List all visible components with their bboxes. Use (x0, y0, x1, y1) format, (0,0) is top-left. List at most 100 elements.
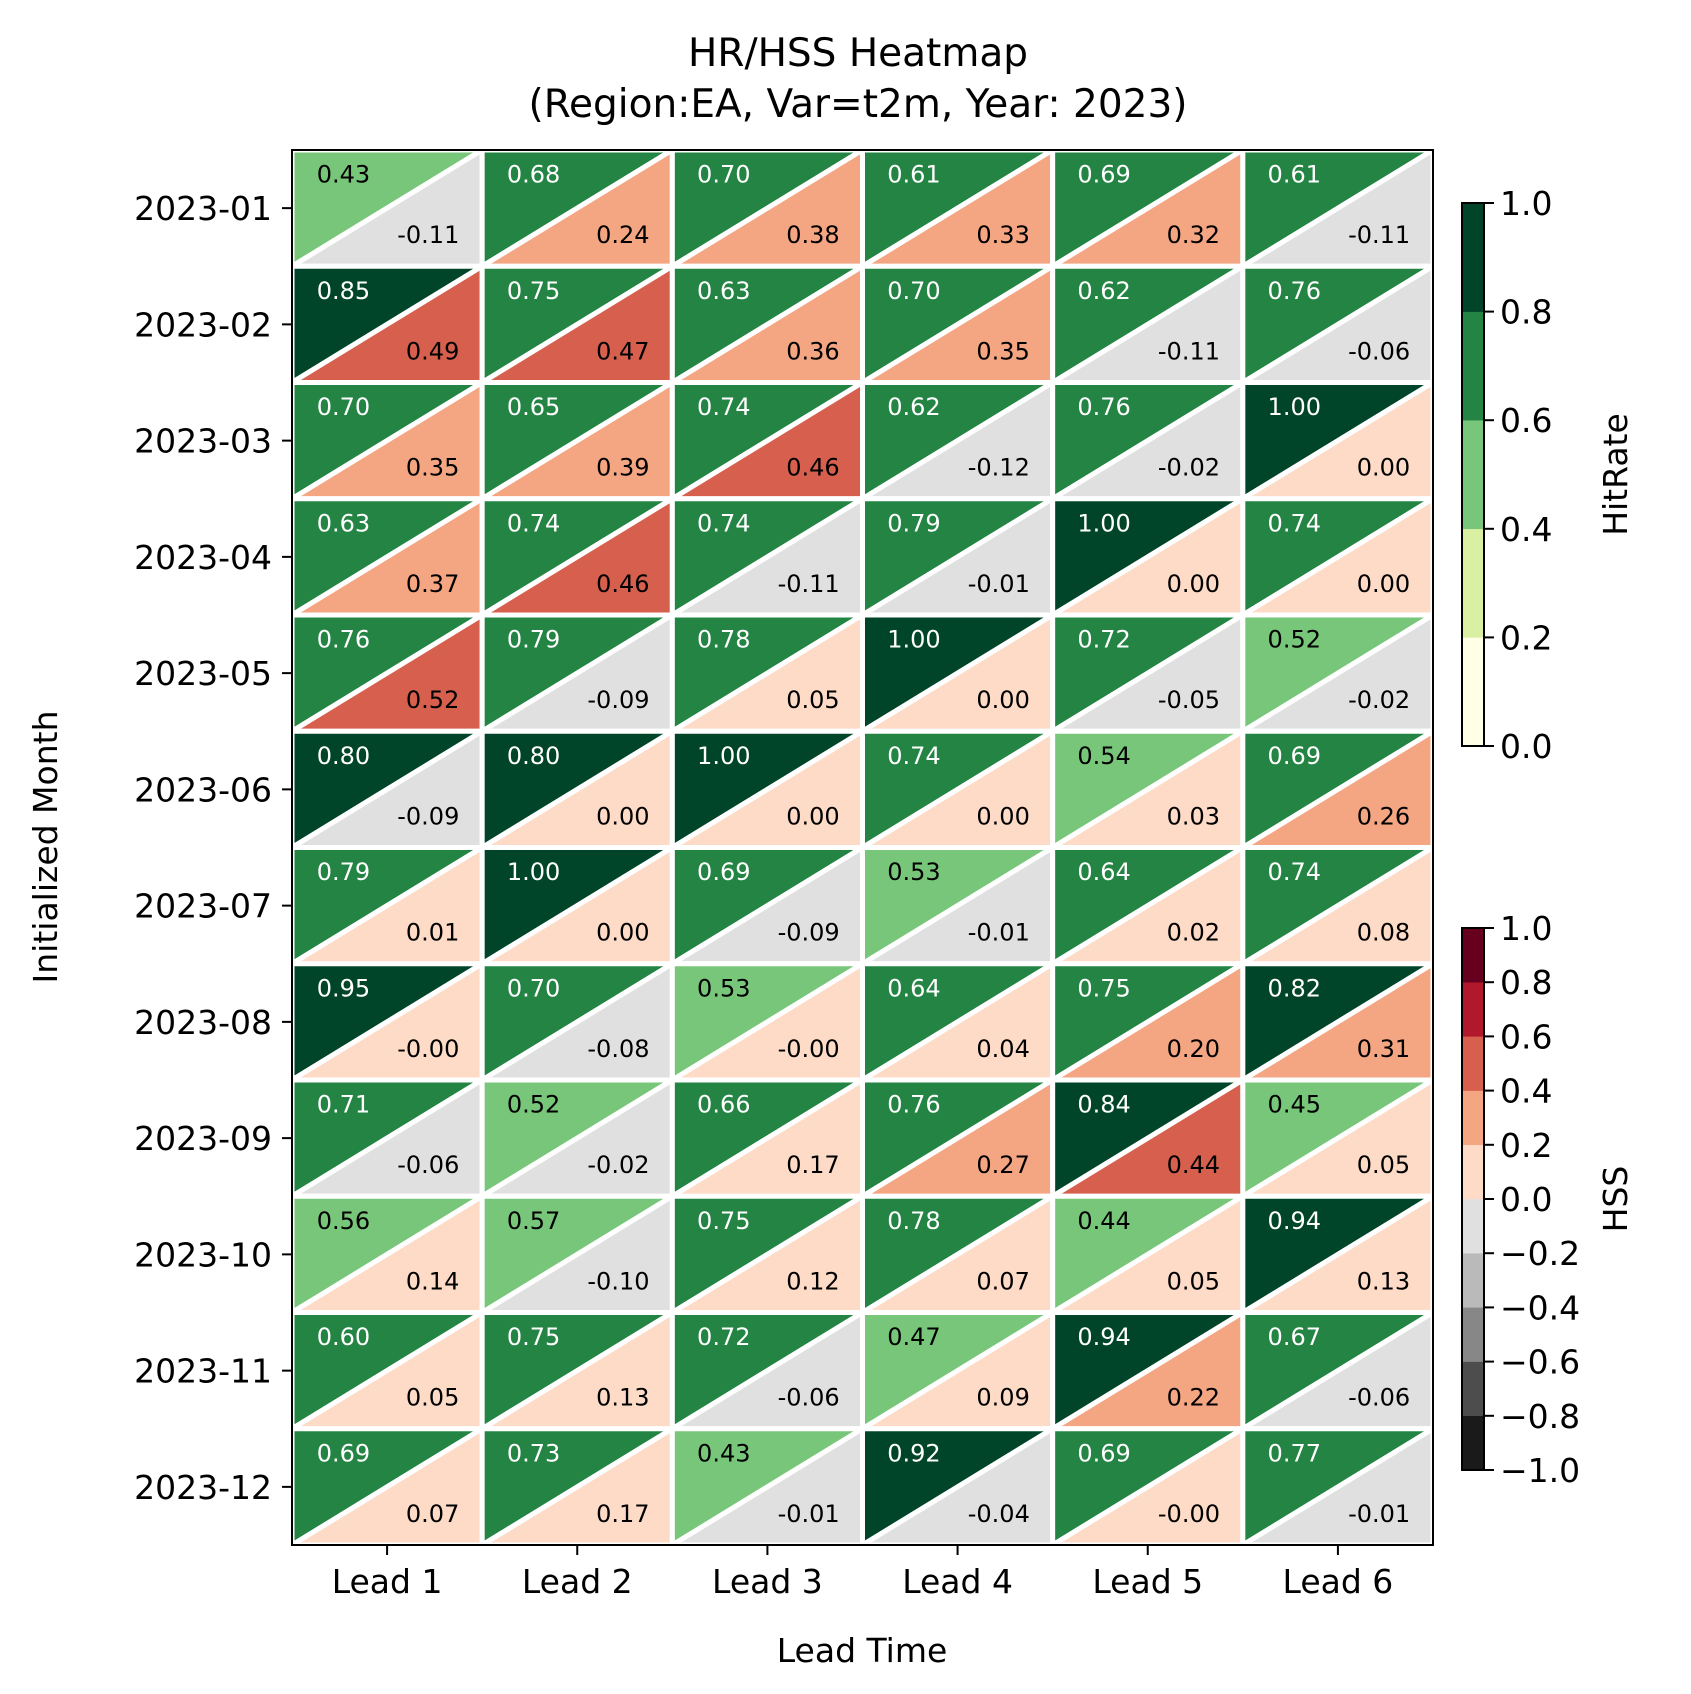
colorbar-tick-label: 0.4 (1500, 1072, 1552, 1111)
y-tick-label: 2023-10 (134, 1235, 272, 1274)
heatmap-cell: 0.94 0.13 (1233, 1191, 1442, 1317)
colorbar-bin (1461, 1198, 1485, 1254)
heatmap-cell: 0.76 0.52 (283, 610, 492, 736)
hss-value-label: 0.12 (786, 1267, 839, 1295)
hss-value-label: 0.00 (596, 802, 649, 830)
heatmap-cell: 0.64 0.04 (853, 959, 1062, 1085)
colorbar-tick-label: 0.2 (1500, 618, 1552, 657)
plot-frame (291, 149, 1434, 1546)
heatmap-cell: 0.53 -0.01 (853, 843, 1062, 969)
colorbar-tick-label: 0.8 (1500, 293, 1552, 332)
y-axis-label: Initialized Month (26, 711, 65, 984)
hitrate-value-label: 0.76 (1268, 277, 1321, 305)
hitrate-value-label: 1.00 (1077, 509, 1130, 537)
heatmap-cell: 0.85 0.49 (283, 261, 492, 387)
hss-value-label: -0.02 (587, 1151, 649, 1179)
hitrate-value-label: 0.80 (317, 742, 370, 770)
hss-value-label: 0.27 (976, 1151, 1029, 1179)
hitrate-value-label: 1.00 (1268, 393, 1321, 421)
hss-value-label: 0.00 (976, 802, 1029, 830)
colorbar-tick-label: 0.6 (1500, 401, 1552, 440)
hss-value-label: -0.01 (968, 570, 1030, 598)
heatmap-cell: 0.84 0.44 (1043, 1075, 1252, 1201)
hitrate-value-label: 0.69 (1077, 161, 1130, 189)
colorbar-bin (1461, 1252, 1485, 1308)
hitrate-value-label: 0.67 (1268, 1323, 1321, 1351)
hss-value-label: -0.00 (778, 1035, 840, 1063)
hss-value-label: -0.09 (587, 686, 649, 714)
hss-value-label: -0.00 (397, 1035, 459, 1063)
hss-value-label: 0.47 (596, 337, 649, 365)
hitrate-value-label: 0.74 (697, 509, 750, 537)
hitrate-value-label: 0.52 (1268, 626, 1321, 654)
heatmap-cell: 0.94 0.22 (1043, 1308, 1252, 1434)
hss-value-label: 0.26 (1357, 802, 1410, 830)
hss-value-label: -0.10 (587, 1267, 649, 1295)
heatmap-cell: 0.70 0.38 (663, 145, 872, 271)
heatmap-cell: 0.82 0.31 (1233, 959, 1442, 1085)
hss-value-label: 0.05 (406, 1384, 459, 1412)
heatmap-cell: 0.69 0.26 (1233, 726, 1442, 852)
x-tick-label: Lead 4 (902, 1562, 1013, 1601)
y-axis-ticks: 2023-01 2023-02 2023-03 2023-04 2023-05 2023-… (134, 189, 292, 1507)
hss-value-label: -0.04 (968, 1500, 1030, 1528)
colorbar-bin (1461, 1036, 1485, 1091)
hitrate-value-label: 0.80 (507, 742, 560, 770)
hss-value-label: 0.33 (976, 221, 1029, 249)
heatmap-cell: 0.73 0.17 (473, 1424, 682, 1550)
hitrate-value-label: 0.70 (507, 974, 560, 1002)
hitrate-value-label: 0.63 (697, 277, 750, 305)
hss-value-label: 0.35 (976, 337, 1029, 365)
hss-value-label: 0.00 (596, 919, 649, 947)
heatmap-cell: 0.43 -0.01 (663, 1424, 872, 1550)
hss-value-label: -0.05 (1158, 686, 1220, 714)
heatmap-cell: 0.52 -0.02 (473, 1075, 682, 1201)
heatmap-cell: 0.75 0.20 (1043, 959, 1252, 1085)
hss-value-label: 0.52 (406, 686, 459, 714)
hss-value-label: 0.49 (406, 337, 459, 365)
hss-value-label: -0.06 (1348, 1384, 1410, 1412)
heatmap-cell: 0.72 -0.06 (663, 1308, 872, 1434)
x-tick-label: Lead 6 (1283, 1562, 1394, 1601)
hitrate-value-label: 0.72 (1077, 626, 1130, 654)
hitrate-value-label: 0.84 (1077, 1091, 1130, 1119)
heatmap-cell: 0.80 -0.09 (283, 726, 492, 852)
colorbar-tick-label: 1.0 (1500, 909, 1552, 948)
heatmap-cell: 0.74 0.46 (663, 378, 872, 504)
hss-value-label: 0.37 (406, 570, 459, 598)
y-tick-label: 2023-11 (134, 1352, 272, 1391)
hitrate-value-label: 0.44 (1077, 1207, 1130, 1235)
y-tick-label: 2023-05 (134, 654, 272, 693)
hitrate-value-label: 1.00 (507, 858, 560, 886)
heatmap-cell: 0.63 0.37 (283, 494, 492, 620)
hss-value-label: 0.00 (1167, 570, 1220, 598)
hss-value-label: 0.07 (976, 1267, 1029, 1295)
hss-value-label: -0.12 (968, 454, 1030, 482)
hss-value-label: 0.00 (1357, 454, 1410, 482)
heatmap-cell: 0.74 0.00 (1233, 494, 1442, 620)
y-tick-label: 2023-04 (134, 538, 272, 577)
colorbar-tick-label: −0.6 (1500, 1343, 1580, 1382)
hss-value-label: 0.38 (786, 221, 839, 249)
heatmap-cell: 0.71 -0.06 (283, 1075, 492, 1201)
heatmap-cell: 0.74 0.46 (473, 494, 682, 620)
hitrate-value-label: 0.72 (697, 1323, 750, 1351)
heatmap-cell: 0.76 0.27 (853, 1075, 1062, 1201)
heatmap-cell: 0.63 0.36 (663, 261, 872, 387)
hss-value-label: -0.01 (778, 1500, 840, 1528)
heatmap-cell: 0.76 -0.06 (1233, 261, 1442, 387)
y-tick-label: 2023-02 (134, 305, 272, 344)
colorbars: 0.0 0.2 0.4 0.6 0.8 1.0 HitRate −1.0 −0.8 −0.6 −0.… (1461, 184, 1635, 1490)
hitrate-value-label: 0.53 (697, 974, 750, 1002)
hitrate-value-label: 0.82 (1268, 974, 1321, 1002)
hitrate-value-label: 0.62 (1077, 277, 1130, 305)
hitrate-value-label: 0.76 (1077, 393, 1130, 421)
hss-value-label: 0.08 (1357, 919, 1410, 947)
hitrate-value-label: 0.54 (1077, 742, 1130, 770)
heatmap-cell: 0.44 0.05 (1043, 1191, 1252, 1317)
heatmap-cell: 0.70 -0.08 (473, 959, 682, 1085)
hitrate-value-label: 0.61 (887, 161, 940, 189)
hss-value-label: 0.04 (976, 1035, 1029, 1063)
colorbar-bin (1461, 419, 1485, 530)
